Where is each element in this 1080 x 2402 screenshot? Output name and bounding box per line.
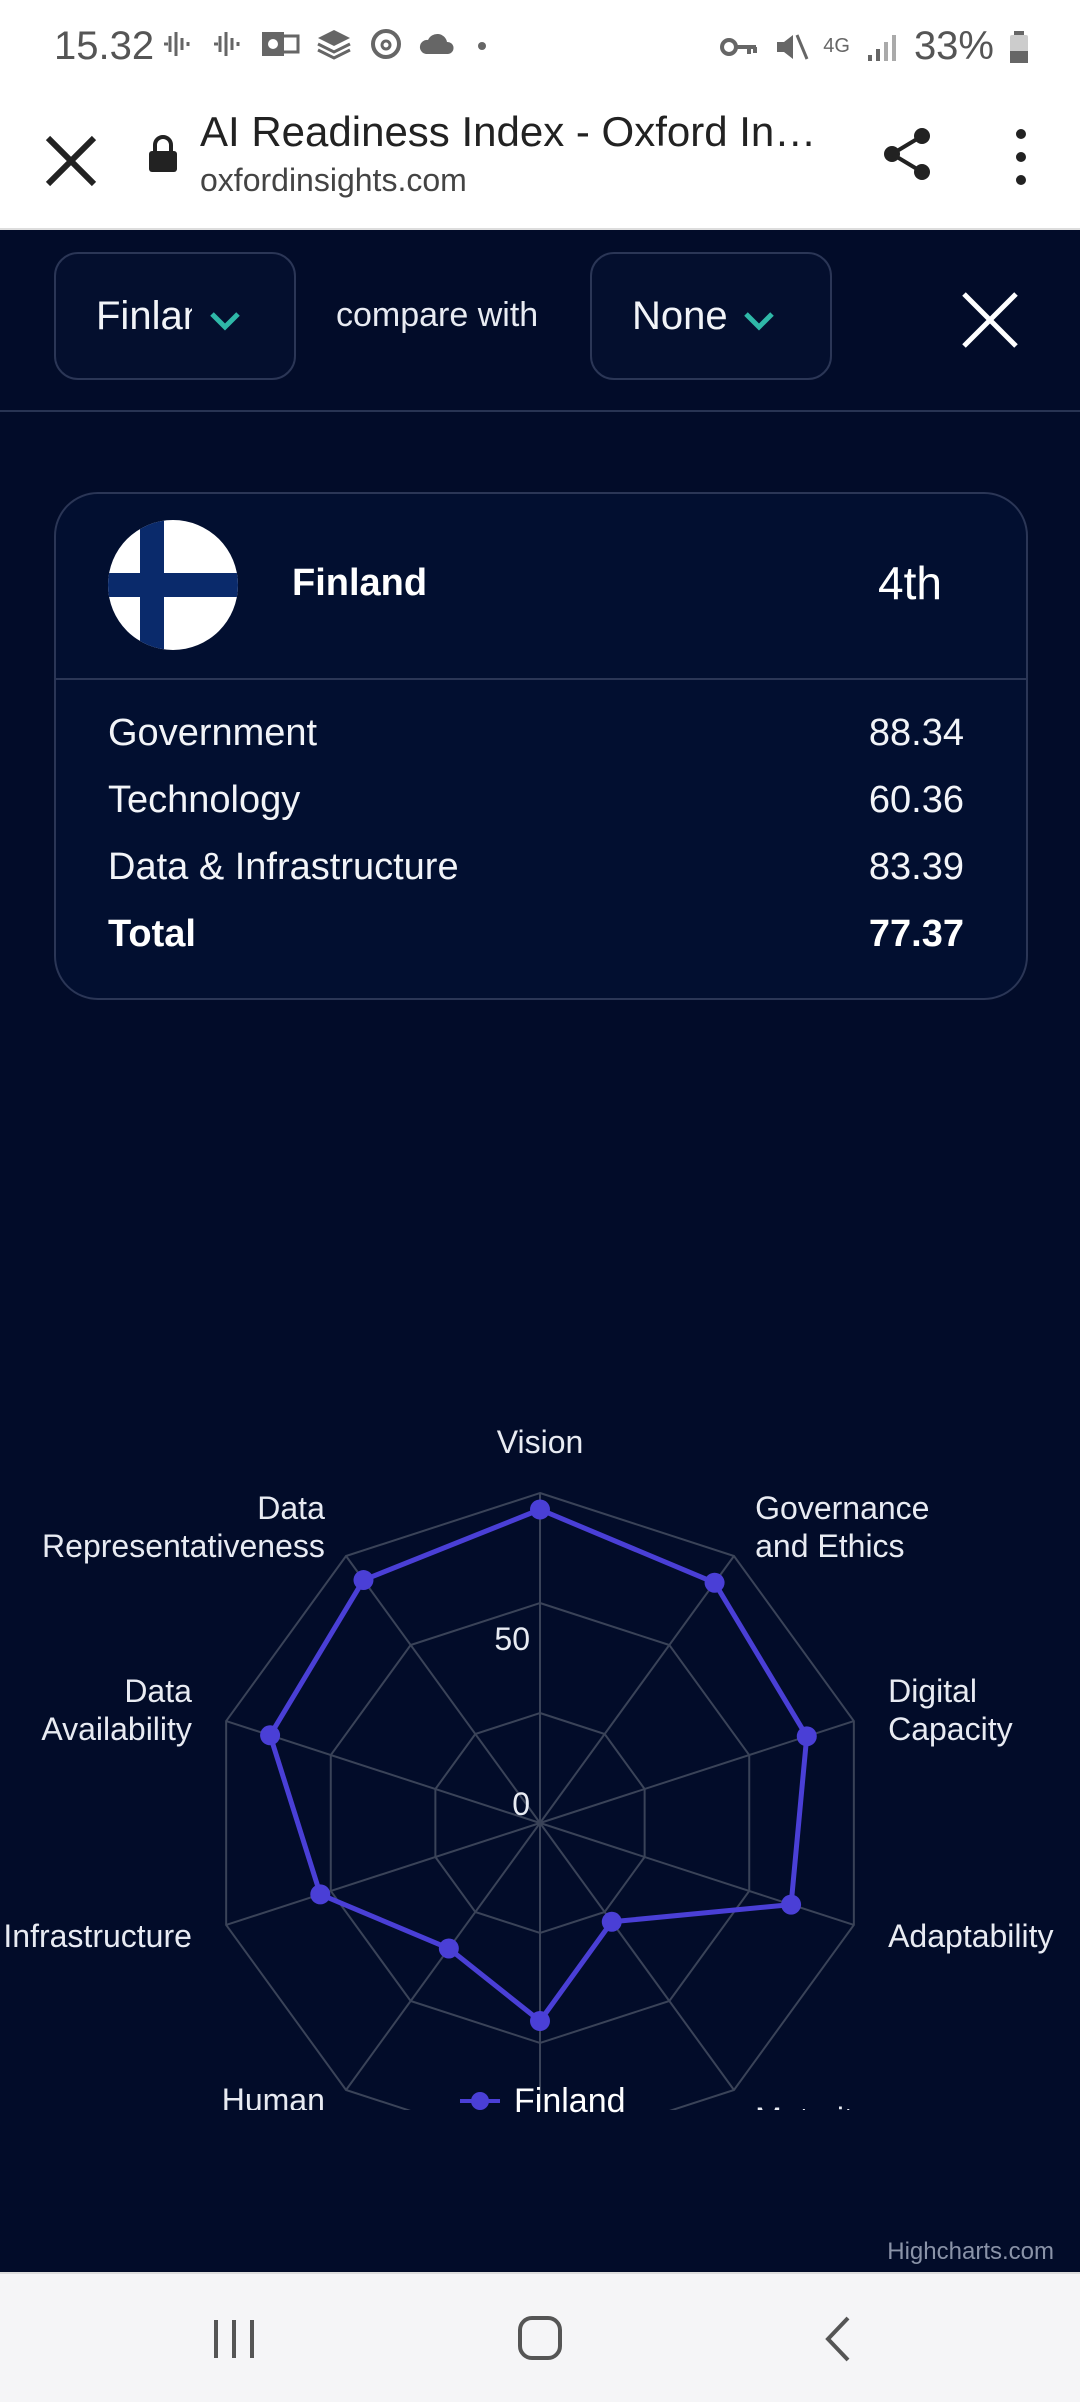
data-point[interactable] [781,1894,802,1915]
country-select[interactable]: Finland [54,252,296,380]
home-icon[interactable] [510,2312,570,2366]
chevron-down-icon [744,312,774,331]
data-point[interactable] [601,1911,622,1932]
signal-icon [867,34,896,61]
page-title: AI Readiness Index - Oxford In… [200,108,817,155]
radar-series [260,1499,817,2031]
battery-icon [1010,30,1028,63]
metric-row-total: Total 77.37 [108,913,964,973]
dot-icon [478,42,486,50]
metric-row-government: Government 88.34 [108,712,964,772]
network-type: 4G [823,35,850,57]
series-line-finland [267,1507,810,2024]
compare-select[interactable]: None [590,252,832,380]
data-point[interactable] [260,1725,281,1746]
grid-spoke [539,1822,735,2091]
lock-icon [149,135,177,172]
close-tab-icon[interactable] [36,126,106,196]
finland-flag-icon [108,520,238,650]
country-name: Finland [292,562,428,604]
radial-tick-label: 50 [494,1621,530,1657]
audio-wave-icon [164,32,190,56]
status-bar: 15.32 4G 33% [0,0,1080,100]
data-point[interactable] [353,1570,374,1591]
selector-bar: Finland compare with None [0,230,1080,412]
data-point[interactable] [704,1572,725,1593]
share-icon[interactable] [876,122,940,186]
axis-label: Infrastructure [3,1918,192,1954]
recent-apps-icon[interactable] [204,2312,264,2366]
axis-label: Digital Capacity [888,1673,1013,1747]
data-point[interactable] [310,1884,331,1905]
back-icon[interactable] [810,2312,870,2366]
axis-label: Data Representativeness [42,1490,325,1564]
key-icon [720,37,758,56]
grid-spoke [539,1555,735,1824]
data-point[interactable] [796,1726,817,1747]
battery-percent: 33% [913,24,994,68]
radar-axis-labels: Vision Governance and Ethics Digital Capacit… [3,1424,1053,2110]
custom-tab-toolbar: AI Readiness Index - Oxford In… oxfordin… [0,100,1080,230]
data-point[interactable] [530,2011,550,2031]
readiness-panel: Finland compare with None Finland 4th Go… [0,230,1080,2272]
axis-label: Maturity [755,2101,869,2110]
legend-marker-icon [460,2092,500,2110]
metric-label: Government [108,712,318,754]
metric-label: Data & Infrastructure [108,846,459,888]
country-rank: 4th [878,557,942,609]
close-icon[interactable] [960,290,1020,350]
radar-grid: 0 50 [225,1491,855,2110]
total-label: Total [108,913,196,955]
system-icons: 4G 33% [719,24,1030,69]
chart-legend[interactable]: Finland [458,2076,626,2126]
grid-spoke [345,1555,541,1824]
grid-ring [225,1491,855,2110]
axis-label: HumanCapital [222,2082,325,2110]
axis-label: Vision [497,1424,584,1460]
more-options-icon[interactable] [1006,122,1036,192]
cloud-icon [419,33,454,54]
axis-label: Data Availability [41,1673,192,1747]
compare-label: compare with [336,296,539,334]
threads-icon [371,29,401,59]
metric-row-data-infrastructure: Data & Infrastructure 83.39 [108,846,964,906]
notification-icons [160,26,492,62]
axis-label: Adaptability [888,1918,1053,1954]
metric-value: 88.34 [868,712,964,754]
status-time: 15.32 [54,24,155,68]
legend-item-finland: Finland [514,2081,626,2120]
country-select-value: Finland [96,294,192,338]
axis-label: Governance and Ethics [755,1490,929,1564]
grid-spoke [225,1822,541,1926]
system-nav-bar [0,2272,1080,2402]
compare-select-value: None [632,294,728,338]
grid-spoke [539,1822,855,1926]
total-value: 77.37 [868,913,964,955]
metric-value: 60.36 [868,779,964,821]
metric-row-technology: Technology 60.36 [108,779,964,839]
radial-tick-label: 0 [512,1786,530,1822]
highcharts-credit[interactable]: Highcharts.com [887,2238,1054,2265]
mute-icon [777,33,809,60]
page-url[interactable]: oxfordinsights.com [200,162,467,198]
metric-value: 83.39 [868,846,964,888]
data-point[interactable] [530,1499,550,1520]
radar-chart: 0 50 Vision Governance and Ethics Digital Cap… [3,1424,1054,2110]
data-point[interactable] [438,1938,459,1959]
card-header: Finland 4th [56,494,1026,680]
country-score-card: Finland 4th Government 88.34 Technology … [54,492,1028,1000]
stack-icon [317,30,351,60]
chevron-down-icon [210,312,240,331]
outlook-icon [262,32,300,56]
audio-wave-icon [214,32,240,56]
metric-label: Technology [108,779,301,821]
